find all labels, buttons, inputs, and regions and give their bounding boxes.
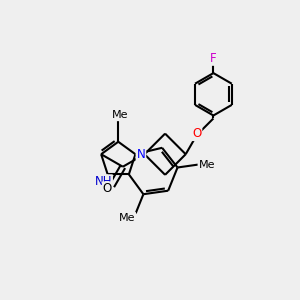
Text: O: O xyxy=(192,127,201,140)
Text: O: O xyxy=(103,182,112,195)
Text: F: F xyxy=(210,52,217,65)
Text: N: N xyxy=(136,148,145,161)
Text: Me: Me xyxy=(112,110,128,120)
Text: NH: NH xyxy=(94,175,112,188)
Text: Me: Me xyxy=(118,213,135,223)
Text: Me: Me xyxy=(199,160,215,170)
